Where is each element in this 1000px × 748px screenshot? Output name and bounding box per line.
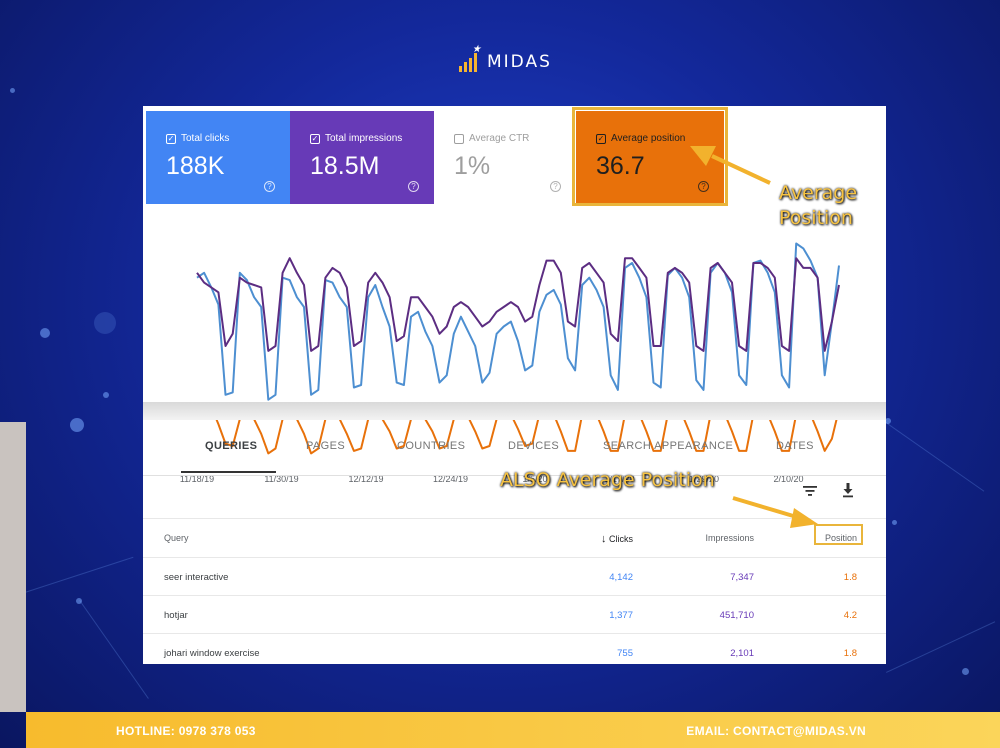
position-cell: 4.2 (843, 610, 857, 621)
table-header: Query ↓ Clicks Impressions Position (143, 518, 886, 558)
x-tick-label: 1/5/20 (522, 474, 547, 484)
metric-value: 36.7 (596, 152, 645, 180)
metric-value: 188K (166, 152, 225, 180)
clicks-cell: 1,377 (609, 610, 633, 621)
clicks-cell: 4,142 (609, 572, 633, 583)
x-tick-label: 12/24/19 (433, 474, 468, 484)
query-cell: seer interactive (164, 572, 229, 583)
metric-card-total-impressions[interactable]: ✓ Total impressions 18.5M ? (290, 111, 434, 204)
impressions-cell: 7,347 (730, 572, 754, 583)
impressions-cell: 2,101 (730, 648, 754, 659)
column-header-impressions[interactable]: Impressions (705, 533, 754, 543)
background-dot (885, 418, 891, 424)
section-divider (143, 402, 886, 420)
email-text[interactable]: EMAIL: CONTACT@MIDAS.VN (686, 724, 866, 738)
tab-search-appearance[interactable]: SEARCH APPEARANCE (603, 440, 734, 452)
active-tab-indicator (181, 471, 276, 473)
tab-dates[interactable]: DATES (776, 440, 814, 452)
background-dot (962, 668, 969, 675)
help-icon[interactable]: ? (698, 181, 709, 192)
column-header-clicks[interactable]: ↓ Clicks (601, 533, 633, 545)
table-row[interactable]: seer interactive 4,142 7,347 1.8 (143, 558, 886, 596)
metric-label: Total clicks (181, 133, 230, 144)
x-tick-label: 2/10/20 (773, 474, 803, 484)
metric-value: 1% (454, 152, 491, 180)
help-icon[interactable]: ? (264, 181, 275, 192)
background-dot (94, 312, 116, 334)
x-tick-label: 11/30/19 (264, 474, 298, 484)
annotation-also-average-position: ALSO Average Position (500, 469, 715, 491)
background-dot (70, 418, 84, 432)
checked-checkbox-icon[interactable]: ✓ (166, 133, 176, 144)
footer-bar: HOTLINE: 0978 378 053 EMAIL: CONTACT@MID… (26, 712, 1000, 748)
average-position-highlight-box (572, 107, 728, 206)
star-icon: ★ (472, 44, 481, 55)
help-icon[interactable]: ? (408, 181, 419, 192)
arrow-icon (690, 146, 771, 185)
checked-checkbox-icon[interactable]: ✓ (596, 133, 606, 144)
x-tick-label: 12/12/19 (348, 474, 383, 484)
tab-queries[interactable]: QUERIES (205, 440, 258, 452)
table-row[interactable]: hotjar 1,377 451,710 4.2 (143, 596, 886, 634)
series-line-1 (196, 257, 840, 352)
performance-chart: 11/18/19 11/30/19 12/12/19 12/24/19 1/5/20 1/… (180, 242, 840, 484)
hotline-text[interactable]: HOTLINE: 0978 378 053 (116, 724, 256, 738)
clicks-header-label: Clicks (609, 534, 633, 544)
side-panel (0, 422, 26, 712)
dimension-tabs: QUERIES PAGES COUNTRIES DEVICES SEARCH A… (143, 424, 886, 476)
brand-name: MIDAS (487, 52, 552, 72)
clicks-cell: 755 (617, 648, 633, 659)
unchecked-checkbox-icon[interactable] (454, 133, 464, 144)
bars-logo-icon: ★ (459, 44, 481, 72)
arrow-down-icon: ↓ (600, 533, 607, 545)
tab-devices[interactable]: DEVICES (508, 440, 560, 452)
column-header-position[interactable]: Position (824, 533, 857, 543)
background-dot (103, 392, 109, 398)
checked-checkbox-icon[interactable]: ✓ (310, 133, 320, 144)
metric-card-average-ctr[interactable]: Average CTR 1% ? (434, 111, 576, 204)
query-cell: hotjar (164, 610, 188, 621)
background-dot (40, 328, 50, 338)
position-column-highlight-box (814, 524, 863, 545)
position-cell: 1.8 (843, 648, 857, 659)
metric-value: 18.5M (310, 152, 380, 180)
query-cell: johari window exercise (164, 648, 260, 659)
help-icon[interactable]: ? (550, 181, 561, 192)
table-row[interactable]: johari window exercise 755 2,101 1.8 (143, 634, 886, 664)
tab-countries[interactable]: COUNTRIES (397, 440, 466, 452)
impressions-cell: 451,710 (719, 610, 754, 621)
background-dot (892, 520, 897, 525)
download-icon[interactable] (841, 482, 855, 498)
tab-pages[interactable]: PAGES (306, 440, 346, 452)
search-console-card: ✓ Total clicks 188K ? ✓ Total impressions … (143, 106, 886, 664)
x-tick-label: 1/17/20 (604, 474, 634, 484)
arrow-icon (732, 496, 818, 528)
annotation-average-position: Average Position (779, 182, 858, 229)
metric-card-total-clicks[interactable]: ✓ Total clicks 188K ? (146, 111, 290, 204)
x-tick-label: 1/29/20 (689, 474, 719, 484)
position-cell: 1.8 (843, 572, 857, 583)
brand-logo: ★ MIDAS (459, 44, 552, 72)
metric-label: Average position (611, 133, 686, 144)
background-dot (76, 598, 82, 604)
metric-label: Average CTR (469, 133, 530, 144)
background-dot (10, 88, 15, 93)
series-line-0 (196, 242, 840, 401)
filter-icon[interactable] (802, 484, 818, 498)
series-line-2 (196, 403, 840, 455)
column-header-query[interactable]: Query (164, 533, 189, 543)
x-tick-label: 11/18/19 (180, 474, 214, 484)
metric-label: Total impressions (325, 133, 403, 144)
